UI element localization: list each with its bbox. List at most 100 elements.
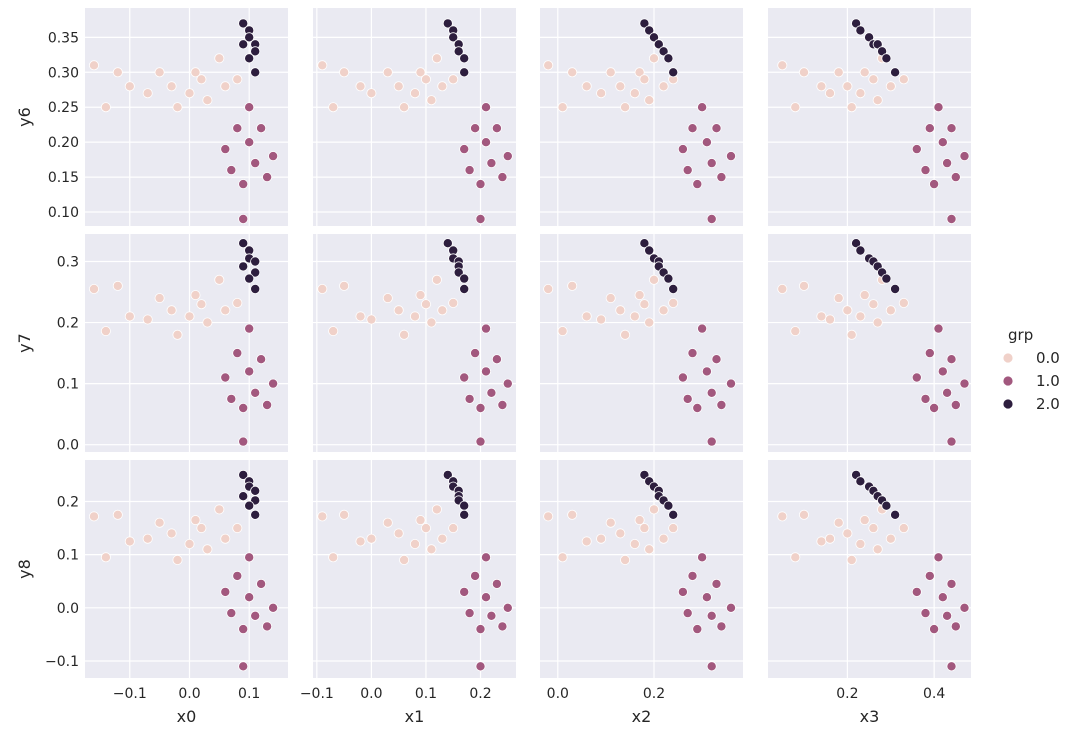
point-grp-0 xyxy=(872,95,883,106)
point-grp-0 xyxy=(557,326,568,337)
panel-background xyxy=(768,460,971,678)
point-grp-1 xyxy=(250,158,261,169)
point-grp-0 xyxy=(596,533,607,544)
point-grp-0 xyxy=(431,53,442,64)
point-grp-0 xyxy=(355,311,366,322)
point-grp-1 xyxy=(692,402,703,413)
legend: grp 0.0 1.0 2.0 xyxy=(1002,326,1060,413)
point-grp-1 xyxy=(497,172,508,183)
x-tick-label: 0.2 xyxy=(836,686,858,702)
x-tick-label: −0.1 xyxy=(300,686,334,702)
point-grp-1 xyxy=(933,102,944,113)
point-grp-0 xyxy=(154,517,165,528)
point-grp-0 xyxy=(420,523,431,534)
y-tick-label: 0.0 xyxy=(57,601,79,617)
point-grp-2 xyxy=(459,500,470,511)
point-grp-2 xyxy=(890,283,901,294)
point-grp-1 xyxy=(470,123,481,134)
point-grp-0 xyxy=(393,81,404,92)
point-grp-1 xyxy=(232,123,243,134)
point-grp-1 xyxy=(677,586,688,597)
panel-y8-x1: −0.1 0.0 0.1 0.2 x1 xyxy=(300,460,516,726)
point-grp-0 xyxy=(431,504,442,515)
point-grp-1 xyxy=(475,179,486,190)
x-tick-label: 0.4 xyxy=(923,686,945,702)
point-grp-0 xyxy=(777,511,788,522)
point-grp-1 xyxy=(244,552,255,563)
point-grp-0 xyxy=(644,317,655,328)
point-grp-0 xyxy=(100,326,111,337)
point-grp-0 xyxy=(124,536,135,547)
point-grp-1 xyxy=(706,661,717,672)
point-grp-0 xyxy=(596,88,607,99)
point-grp-1 xyxy=(924,123,935,134)
point-grp-0 xyxy=(825,314,836,325)
point-grp-1 xyxy=(238,624,249,635)
point-grp-1 xyxy=(470,570,481,581)
point-grp-1 xyxy=(950,621,961,632)
point-grp-2 xyxy=(658,46,669,57)
point-grp-0 xyxy=(220,81,231,92)
point-grp-1 xyxy=(256,354,267,365)
point-grp-0 xyxy=(196,523,207,534)
legend-item-1: 1.0 xyxy=(1002,372,1060,390)
point-grp-2 xyxy=(663,273,674,284)
point-grp-0 xyxy=(885,81,896,92)
point-grp-0 xyxy=(790,552,801,563)
point-grp-0 xyxy=(89,60,100,71)
point-grp-1 xyxy=(220,372,231,383)
point-grp-0 xyxy=(859,67,870,78)
point-grp-1 xyxy=(716,172,727,183)
y-tick-label: 0.2 xyxy=(57,494,79,510)
point-grp-1 xyxy=(946,661,957,672)
point-grp-0 xyxy=(190,515,201,526)
point-grp-0 xyxy=(581,81,592,92)
point-grp-1 xyxy=(480,552,491,563)
point-grp-0 xyxy=(557,552,568,563)
point-grp-0 xyxy=(112,280,123,291)
point-grp-2 xyxy=(250,67,261,78)
point-grp-0 xyxy=(868,523,879,534)
point-grp-1 xyxy=(929,179,940,190)
point-grp-2 xyxy=(238,261,249,272)
point-grp-1 xyxy=(268,151,279,162)
legend-marker-1 xyxy=(1002,375,1014,387)
point-grp-0 xyxy=(639,299,650,310)
point-grp-2 xyxy=(250,46,261,57)
point-grp-0 xyxy=(317,283,328,294)
point-grp-0 xyxy=(543,60,554,71)
point-grp-1 xyxy=(262,621,273,632)
point-grp-2 xyxy=(639,238,650,249)
point-grp-2 xyxy=(855,476,866,487)
point-grp-1 xyxy=(480,102,491,113)
point-grp-1 xyxy=(475,213,486,224)
point-grp-1 xyxy=(459,372,470,383)
point-grp-0 xyxy=(668,523,679,534)
point-grp-0 xyxy=(859,290,870,301)
point-grp-2 xyxy=(459,273,470,284)
point-grp-1 xyxy=(924,348,935,359)
point-grp-0 xyxy=(437,305,448,316)
point-grp-1 xyxy=(497,621,508,632)
point-grp-0 xyxy=(89,511,100,522)
point-grp-2 xyxy=(448,32,459,43)
legend-marker-0 xyxy=(1002,352,1014,364)
point-grp-0 xyxy=(142,314,153,325)
panel-y8-x3: 0.2 0.4 x3 xyxy=(768,460,971,726)
point-grp-0 xyxy=(100,102,111,113)
point-grp-0 xyxy=(448,297,459,308)
point-grp-0 xyxy=(420,299,431,310)
point-grp-1 xyxy=(920,165,931,176)
point-grp-2 xyxy=(653,39,664,50)
panel-y6-x3 xyxy=(768,8,971,226)
point-grp-0 xyxy=(202,544,213,555)
y-tick-label: 0.3 xyxy=(57,254,79,270)
point-grp-0 xyxy=(581,311,592,322)
point-grp-0 xyxy=(232,297,243,308)
point-grp-2 xyxy=(663,53,674,64)
legend-label-0: 0.0 xyxy=(1036,349,1060,367)
point-grp-2 xyxy=(250,267,261,278)
point-grp-1 xyxy=(250,387,261,398)
panel-background xyxy=(540,8,743,226)
point-grp-0 xyxy=(868,299,879,310)
